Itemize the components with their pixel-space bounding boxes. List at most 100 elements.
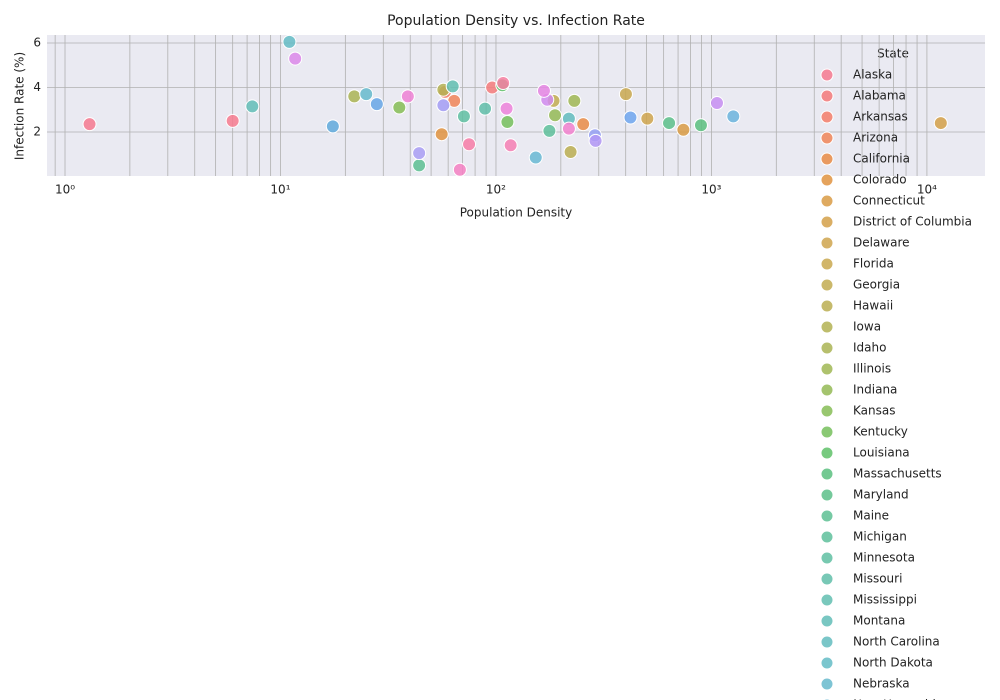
legend-label: Kentucky [853, 425, 908, 439]
point [536, 83, 551, 98]
plot-area [47, 35, 985, 176]
x-tick-label: 10⁴ [917, 183, 937, 197]
legend-marker [820, 131, 834, 145]
legend-marker [820, 383, 834, 397]
legend-marker [820, 404, 834, 418]
legend-label: Alabama [853, 89, 906, 103]
legend-label: Mississippi [853, 593, 917, 607]
point [225, 113, 240, 128]
legend-label: Kansas [853, 404, 895, 418]
legend-label: Connecticut [853, 194, 925, 208]
point [709, 96, 724, 111]
legend-marker [820, 110, 834, 124]
point [496, 76, 511, 91]
legend-label: Hawaii [853, 299, 893, 313]
point [434, 127, 449, 142]
x-tick-label: 10³ [701, 183, 721, 197]
legend-label: Colorado [853, 173, 907, 187]
point [693, 118, 708, 133]
legend-marker [820, 215, 834, 229]
legend-label: Indiana [853, 383, 897, 397]
point [588, 133, 603, 148]
point [563, 144, 578, 159]
point [561, 121, 576, 136]
legend-label: California [853, 152, 910, 166]
point [933, 116, 948, 131]
legend-marker [820, 89, 834, 103]
legend-label: Georgia [853, 278, 900, 292]
point [369, 97, 384, 112]
legend-marker [820, 572, 834, 586]
legend-marker [820, 68, 834, 82]
point [445, 79, 460, 94]
point [542, 123, 557, 138]
legend-label: Montana [853, 614, 905, 628]
legend-label: Illinois [853, 362, 891, 376]
point [726, 109, 741, 124]
legend-marker [820, 320, 834, 334]
point [503, 138, 518, 153]
legend-marker [820, 614, 834, 628]
legend-label: Maine [853, 509, 889, 523]
legend-label: District of Columbia [853, 215, 972, 229]
chart-title: Population Density vs. Infection Rate [387, 13, 645, 29]
point [288, 51, 303, 66]
legend-marker [820, 173, 834, 187]
legend-label: New Hampshire [853, 698, 948, 700]
legend-marker [820, 488, 834, 502]
legend-title: State [877, 47, 909, 61]
legend-marker [820, 152, 834, 166]
point [359, 87, 374, 102]
legend-marker [820, 530, 834, 544]
legend-marker [820, 656, 834, 670]
point [245, 99, 260, 114]
point [662, 116, 677, 131]
legend-label: North Carolina [853, 635, 940, 649]
points [82, 34, 948, 177]
x-axis-label: Population Density [460, 206, 572, 220]
legend-marker [820, 551, 834, 565]
point [452, 162, 467, 177]
point [325, 119, 340, 134]
y-axis-label: Infection Rate (%) [13, 52, 27, 160]
y-tick-label: 2 [33, 124, 41, 138]
legend-marker [820, 278, 834, 292]
point [392, 100, 407, 115]
legend-marker [820, 236, 834, 250]
legend-label: Louisiana [853, 446, 910, 460]
legend-label: Florida [853, 257, 894, 271]
x-tick-label: 10² [486, 183, 506, 197]
point [676, 122, 691, 137]
legend-marker [820, 257, 834, 271]
legend-marker [820, 593, 834, 607]
legend-label: Michigan [853, 530, 907, 544]
legend-marker [820, 194, 834, 208]
legend-label: Delaware [853, 236, 910, 250]
x-tick-label: 10⁰ [55, 183, 75, 197]
legend-label: Minnesota [853, 551, 915, 565]
point [576, 117, 591, 132]
legend-label: Massachusetts [853, 467, 942, 481]
y-tick-label: 6 [33, 36, 41, 50]
point [412, 146, 427, 161]
legend-marker [820, 677, 834, 691]
point [82, 117, 97, 132]
legend-label: Arkansas [853, 110, 908, 124]
point [623, 110, 638, 125]
point [400, 89, 415, 104]
point [412, 158, 427, 173]
point [456, 109, 471, 124]
x-tick-label: 10¹ [270, 183, 290, 197]
point [500, 114, 515, 129]
legend-marker [820, 635, 834, 649]
legend-marker [820, 425, 834, 439]
legend-label: Missouri [853, 572, 902, 586]
point [548, 108, 563, 123]
point [347, 89, 362, 104]
legend-label: Alaska [853, 68, 892, 82]
legend-label: Iowa [853, 320, 881, 334]
point [478, 101, 493, 116]
legend-label: North Dakota [853, 656, 933, 670]
legend-label: Idaho [853, 341, 886, 355]
